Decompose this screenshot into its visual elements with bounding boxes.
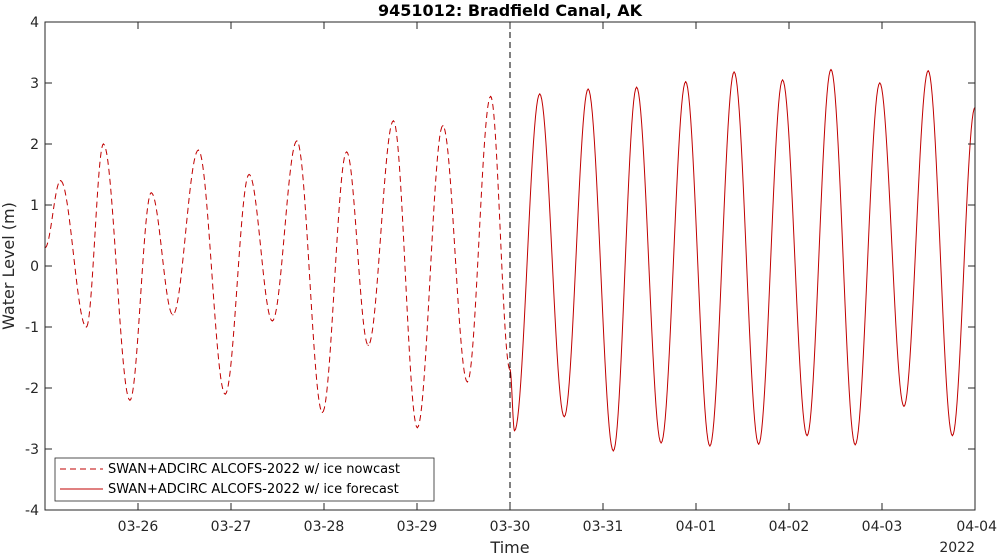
series-0-point-10: [271, 320, 273, 322]
legend-label-forecast: SWAN+ADCIRC ALCOFS-2022 w/ ice forecast: [108, 482, 399, 497]
series-1-point-0: [509, 369, 511, 371]
x-axis-label: Time: [489, 538, 529, 555]
series-0-point-13: [346, 151, 348, 153]
series-1-point-11: [758, 443, 760, 445]
series-0-point-7: [197, 149, 199, 151]
series-1-point-1: [513, 430, 516, 432]
series-1-point-18: [927, 70, 929, 72]
y-tick-label: 0: [30, 259, 39, 275]
y-tick-label: 2: [30, 137, 39, 153]
x-axis-year-label: 2022: [939, 540, 975, 555]
series-0-point-12: [321, 411, 323, 413]
series-1-point-10: [733, 71, 735, 73]
series-0-point-4: [129, 399, 131, 401]
series-1-point-4: [587, 88, 589, 90]
x-tick-label: 03-27: [211, 519, 252, 535]
y-tick-label: -2: [25, 381, 39, 397]
series-1-point-12: [781, 79, 784, 81]
series-0-point-5: [150, 192, 152, 194]
series-1-point-8: [685, 81, 687, 83]
series-1-point-3: [563, 416, 565, 418]
series-0-point-11: [296, 140, 298, 142]
series-0-point-9: [248, 173, 250, 176]
series-layer: [44, 68, 976, 452]
series-0-point-17: [442, 125, 444, 127]
x-axis-ticks: 03-26 03-27 03-28 03-29 03-30 03-31 04-01 04-02…: [118, 22, 997, 535]
series-0-point-1: [59, 180, 62, 182]
series-1-point-6: [635, 86, 638, 88]
series-0-point-18: [466, 381, 468, 383]
y-axis-ticks: -4 -3 -2 -1 0 1 2 3 4: [25, 15, 975, 519]
series-1-point-16: [879, 82, 881, 84]
y-tick-label: -1: [25, 320, 39, 336]
y-tick-label: -4: [25, 503, 39, 519]
series-1-point-9: [709, 445, 711, 447]
x-tick-label: 03-30: [490, 519, 531, 535]
series-0-point-16: [416, 427, 418, 429]
series-0-point-8: [224, 393, 226, 395]
series-1-point-7: [660, 442, 662, 444]
x-tick-label: 03-29: [397, 519, 438, 535]
y-tick-label: 4: [30, 15, 39, 31]
y-tick-label: -3: [25, 442, 39, 458]
y-tick-label: 3: [30, 76, 39, 92]
x-tick-label: 03-31: [583, 519, 624, 535]
legend: SWAN+ADCIRC ALCOFS-2022 w/ ice nowcast S…: [54, 457, 435, 502]
series-0-point-3: [102, 143, 105, 145]
series-1-point-5: [612, 450, 614, 452]
series-0-point-2: [85, 326, 87, 328]
series-0-point-14: [367, 344, 369, 346]
series-1-point-13: [806, 434, 808, 437]
x-tick-label: 04-03: [862, 519, 903, 535]
x-tick-label: 03-26: [118, 519, 159, 535]
x-tick-label: 04-01: [676, 519, 717, 535]
legend-box: [54, 457, 435, 502]
series-1-point-14: [830, 68, 832, 71]
x-tick-label: 04-04: [956, 519, 997, 535]
x-tick-label: 03-28: [304, 519, 345, 535]
series-0-point-19: [490, 95, 492, 98]
y-tick-label: 1: [30, 198, 39, 214]
y-axis-label: Water Level (m): [0, 202, 18, 330]
legend-label-nowcast: SWAN+ADCIRC ALCOFS-2022 w/ ice nowcast: [108, 462, 400, 477]
series-1-point-15: [854, 444, 856, 446]
chart-title: 9451012: Bradfield Canal, AK: [378, 1, 643, 20]
x-tick-label: 04-02: [769, 519, 810, 535]
series-0-point-15: [392, 120, 395, 122]
series-1-point-2: [539, 93, 541, 95]
series-1-point-19: [951, 434, 954, 437]
series-1-point-17: [903, 405, 905, 407]
series-0-point-6: [172, 314, 174, 316]
